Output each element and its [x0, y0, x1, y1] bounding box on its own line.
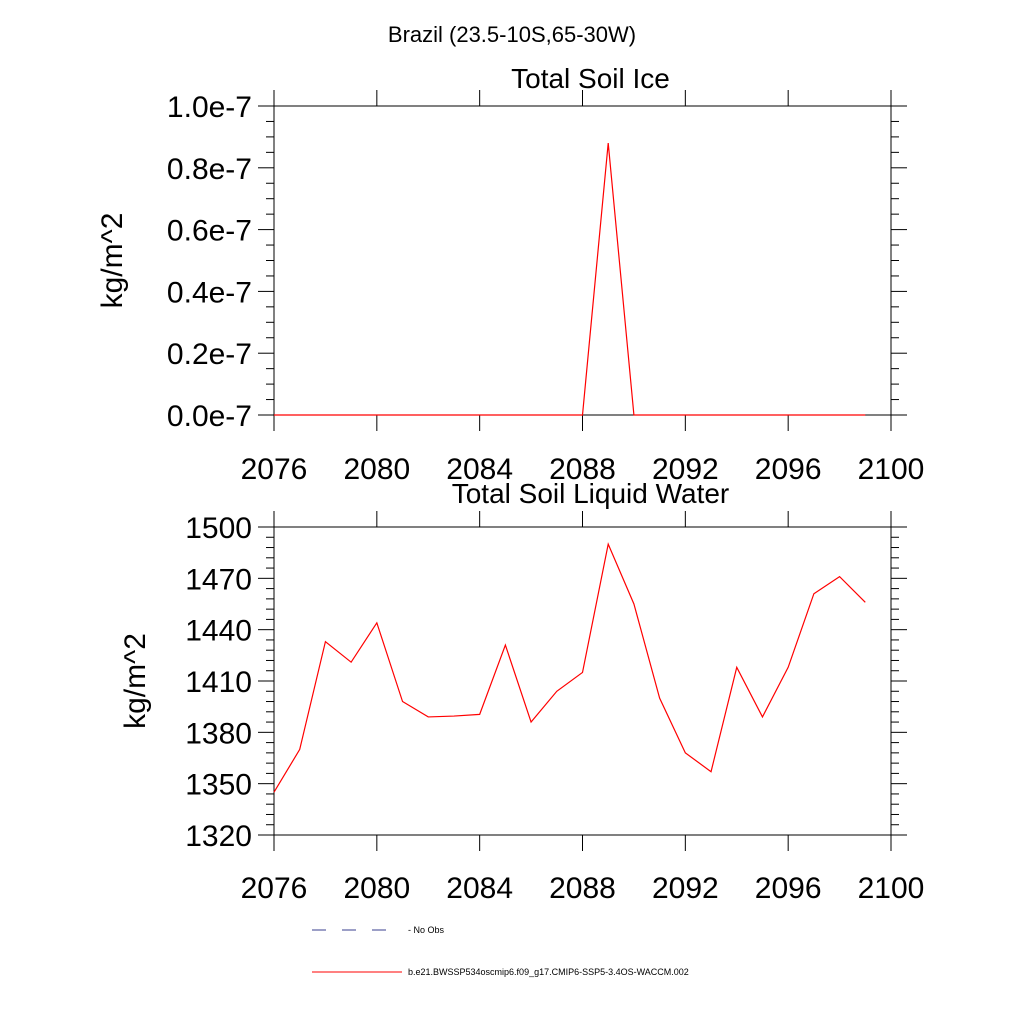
- series-line: [274, 143, 866, 416]
- plots-container: Total Soil Ice kg/m^2 2076 2080 2084 2088 2092…: [96, 63, 924, 905]
- y-tick-label: 1500: [185, 512, 252, 545]
- subplot-2: Total Soil Liquid Water kg/m^2 2076 2080 208…: [119, 478, 924, 905]
- y-tick-label: 0.4e-7: [167, 276, 252, 309]
- x-tick-label: 2080: [343, 453, 410, 486]
- series-line: [273, 542, 866, 793]
- plot-frame: [273, 526, 892, 836]
- x-tick-label: 2088: [549, 872, 616, 905]
- y-tick-label: 0.8e-7: [167, 153, 252, 186]
- plot-frame: [273, 105, 892, 416]
- y-tick-label: 0.0e-7: [167, 400, 252, 433]
- x-tick-label: 2076: [241, 872, 308, 905]
- x-tick-label: 2084: [446, 453, 513, 486]
- subplot-title: Total Soil Liquid Water: [452, 478, 730, 509]
- subplot-1: Total Soil Ice kg/m^2 2076 2080 2084 2088 2092…: [96, 63, 924, 486]
- legend: - No Obs b.e21.BWSSP534oscmip6.f09_g17.CM…: [312, 925, 689, 977]
- y-tick-label: 0.2e-7: [167, 338, 252, 371]
- x-tick-label: 2100: [858, 453, 925, 486]
- y-tick-label: 1440: [185, 615, 252, 648]
- y-tick-label: 1380: [185, 717, 252, 750]
- x-tick-label: 2084: [446, 872, 513, 905]
- legend-label-1: - No Obs: [408, 925, 445, 935]
- y-tick-label: 1410: [185, 666, 252, 699]
- x-tick-label: 2080: [343, 872, 410, 905]
- y-tick-label: 1470: [185, 563, 252, 596]
- legend-label-2: b.e21.BWSSP534oscmip6.f09_g17.CMIP6-SSP5…: [408, 967, 689, 977]
- y-axis-label: kg/m^2: [96, 213, 129, 309]
- y-axis-label: kg/m^2: [119, 633, 152, 729]
- subplot-title: Total Soil Ice: [511, 63, 670, 94]
- x-tick-label: 2096: [755, 872, 822, 905]
- x-tick-label: 2100: [858, 872, 925, 905]
- y-tick-label: 1.0e-7: [167, 91, 252, 124]
- x-tick-label: 2076: [241, 453, 308, 486]
- y-tick-label: 1350: [185, 769, 252, 802]
- x-tick-label: 2096: [755, 453, 822, 486]
- x-tick-label: 2088: [549, 453, 616, 486]
- figure-title: Brazil (23.5-10S,65-30W): [388, 22, 636, 47]
- y-tick-label: 0.6e-7: [167, 215, 252, 248]
- x-tick-label: 2092: [652, 453, 719, 486]
- x-tick-label: 2092: [652, 872, 719, 905]
- y-tick-label: 1320: [185, 820, 252, 853]
